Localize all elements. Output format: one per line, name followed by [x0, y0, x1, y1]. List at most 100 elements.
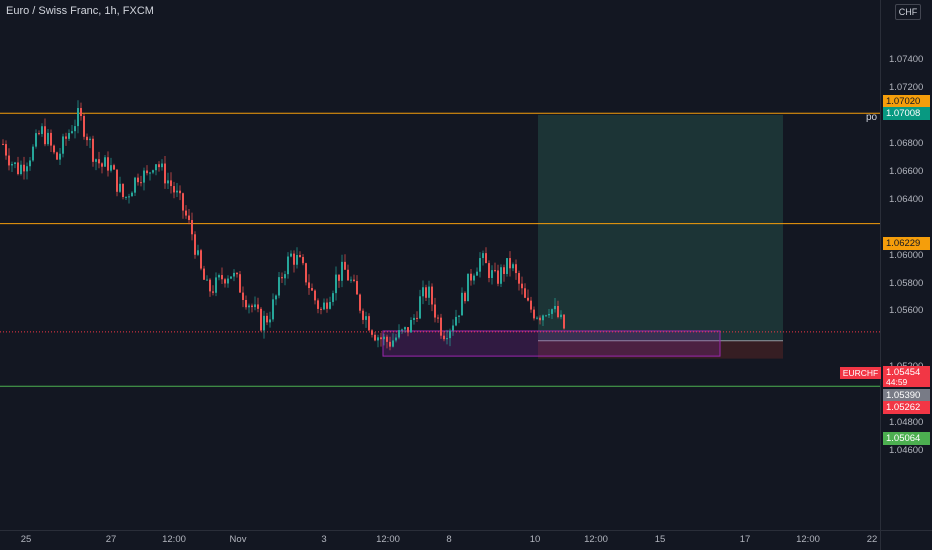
candle-body: [278, 277, 280, 296]
candle-body: [134, 177, 136, 193]
price-tag-entry: 1.05390: [883, 389, 930, 402]
candle-body: [545, 315, 547, 317]
candle-body: [536, 317, 538, 319]
candle-body: [293, 253, 295, 265]
candle-body: [413, 317, 415, 320]
candle-body: [230, 276, 232, 279]
candle-body: [59, 153, 61, 160]
candle-body: [368, 316, 370, 331]
time-tick-label: 27: [105, 534, 117, 545]
candle-body: [173, 186, 175, 193]
candle-body: [248, 305, 250, 308]
time-tick-label: 17: [739, 534, 751, 545]
candle-body: [227, 278, 229, 284]
candle-body: [2, 143, 4, 145]
candle-body: [107, 157, 109, 171]
currency-badge[interactable]: CHF: [895, 4, 921, 20]
candle-body: [83, 116, 85, 137]
candle-body: [488, 263, 490, 278]
candle-body: [410, 319, 412, 333]
price-tag-level-mid: 1.06229: [883, 237, 930, 250]
candle-body: [218, 275, 220, 278]
candle-body: [374, 334, 376, 341]
candle-body: [341, 261, 343, 281]
price-tick-label: 1.05800: [889, 277, 924, 289]
candle-body: [470, 273, 472, 281]
candle-body: [521, 283, 523, 289]
candle-body: [116, 169, 118, 192]
candle-body: [272, 299, 274, 320]
candle-body: [269, 319, 271, 323]
candle-body: [56, 152, 58, 160]
price-tick-label: 1.06400: [889, 193, 924, 205]
candle-body: [485, 253, 487, 264]
candle-body: [29, 160, 31, 167]
candle-body: [422, 287, 424, 297]
time-tick-label: 22: [866, 534, 878, 545]
candle-body: [554, 306, 556, 310]
candle-body: [155, 164, 157, 171]
candle-body: [32, 146, 34, 161]
candle-body: [491, 270, 493, 278]
candle-body: [380, 337, 382, 340]
candle-body: [80, 108, 82, 117]
candle-body: [17, 162, 19, 175]
price-tick-label: 1.04800: [889, 417, 924, 429]
candle-body: [125, 196, 127, 198]
demand-zone-box: [382, 330, 721, 357]
candle-body: [443, 335, 445, 340]
long-position-loss-zone: [538, 340, 783, 359]
candle-body: [143, 170, 145, 183]
candle-body: [365, 316, 367, 320]
time-tick-label: 15: [654, 534, 666, 545]
price-tag-support: 1.05064: [883, 432, 930, 445]
candle-body: [332, 293, 334, 302]
candle-body: [50, 132, 52, 146]
candle-body: [281, 277, 283, 279]
candle-body: [149, 172, 151, 174]
candle-body: [359, 294, 361, 311]
candle-body: [548, 313, 550, 316]
candle-body: [38, 133, 40, 135]
candle-body: [401, 329, 403, 331]
candle-body: [161, 163, 163, 168]
candle-body: [560, 314, 562, 318]
candle-body: [389, 341, 391, 347]
candle-body: [128, 196, 130, 198]
candle-body: [455, 316, 457, 326]
price-tick-label: 1.04600: [889, 445, 924, 457]
candle-body: [461, 292, 463, 316]
chart-title: Euro / Swiss Franc, 1h, FXCM: [6, 5, 154, 17]
candle-body: [53, 145, 55, 153]
candle-body: [467, 273, 469, 302]
candle-body: [236, 272, 238, 275]
candle-body: [446, 338, 448, 340]
candle-body: [518, 273, 520, 284]
price-tag-stop: 1.05262: [883, 401, 930, 414]
price-tag-target: 1.07008: [883, 107, 930, 120]
candle-body: [239, 274, 241, 293]
candle-body: [275, 295, 277, 300]
candle-body: [395, 337, 397, 341]
candle-body: [353, 279, 355, 282]
candle-body: [41, 126, 43, 134]
price-tick-label: 1.05600: [889, 305, 924, 317]
candle-body: [197, 250, 199, 255]
candle-body: [44, 126, 46, 145]
candle-body: [323, 302, 325, 310]
candle-body: [476, 271, 478, 276]
candle-body: [263, 315, 265, 331]
candle-body: [188, 215, 190, 221]
candle-body: [257, 304, 259, 309]
candle-body: [260, 308, 262, 331]
candle-body: [146, 170, 148, 174]
candle-body: [23, 164, 25, 172]
candle-body: [335, 274, 337, 294]
price-tag-current: 1.05454: [883, 366, 930, 379]
candle-body: [500, 267, 502, 284]
time-tick-label: 8: [446, 534, 452, 545]
candle-body: [506, 258, 508, 274]
candle-body: [131, 192, 133, 197]
candle-body: [371, 330, 373, 335]
